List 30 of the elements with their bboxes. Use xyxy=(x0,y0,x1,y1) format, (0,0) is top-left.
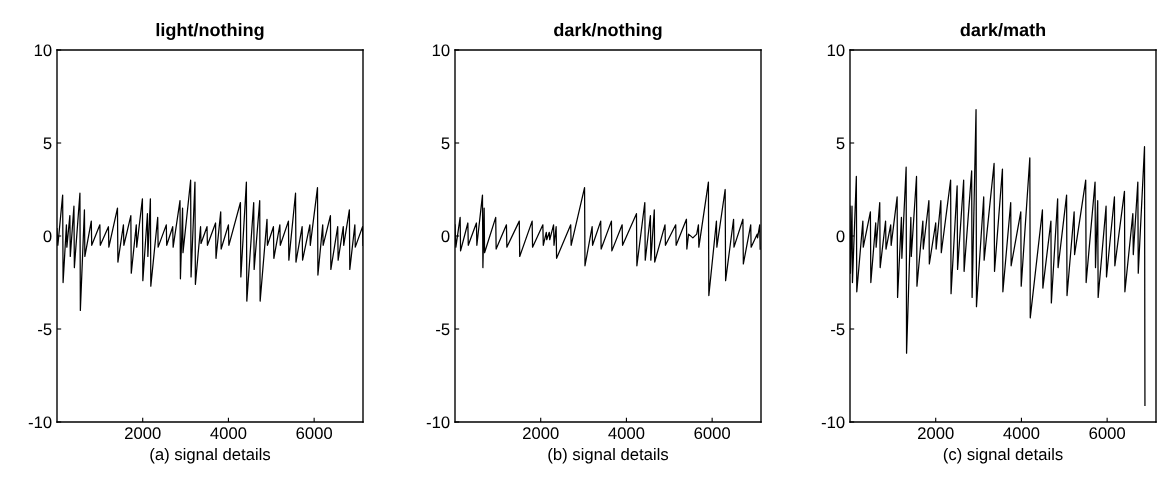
y-tick-label: 10 xyxy=(34,44,52,57)
y-tick-label: 0 xyxy=(43,230,52,243)
x-tick-label: 4000 xyxy=(608,427,645,440)
chart-title: light/nothing xyxy=(156,23,264,40)
y-tick-label: 10 xyxy=(432,44,450,57)
y-tick-label: -10 xyxy=(821,416,845,429)
x-tick-label: 6000 xyxy=(694,427,731,440)
y-tick-label: 5 xyxy=(836,137,845,150)
y-tick-label: -10 xyxy=(28,416,52,429)
x-tick-label: 6000 xyxy=(296,427,333,440)
y-tick-label: 10 xyxy=(827,44,845,57)
x-axis-title: (b) signal details xyxy=(548,447,669,464)
y-tick-label: 0 xyxy=(836,230,845,243)
y-tick-label: -5 xyxy=(831,323,845,336)
y-tick-label: -5 xyxy=(38,323,52,336)
y-tick-label: -5 xyxy=(436,323,450,336)
chart-title: dark/nothing xyxy=(554,23,662,40)
y-tick-label: -10 xyxy=(426,416,450,429)
y-tick-label: 5 xyxy=(441,137,450,150)
x-tick-label: 2000 xyxy=(523,427,559,440)
x-tick-label: 2000 xyxy=(125,427,161,440)
x-tick-label: 2000 xyxy=(918,427,954,440)
x-tick-label: 4000 xyxy=(210,427,247,440)
x-tick-label: 6000 xyxy=(1089,427,1126,440)
y-tick-label: 0 xyxy=(441,230,450,243)
chart-title: dark/math xyxy=(960,23,1046,37)
x-axis-title: (a) signal details xyxy=(150,447,271,464)
x-axis-title: (c) signal details xyxy=(943,447,1063,464)
x-tick-label: 4000 xyxy=(1003,427,1040,440)
y-tick-label: 5 xyxy=(43,137,52,150)
